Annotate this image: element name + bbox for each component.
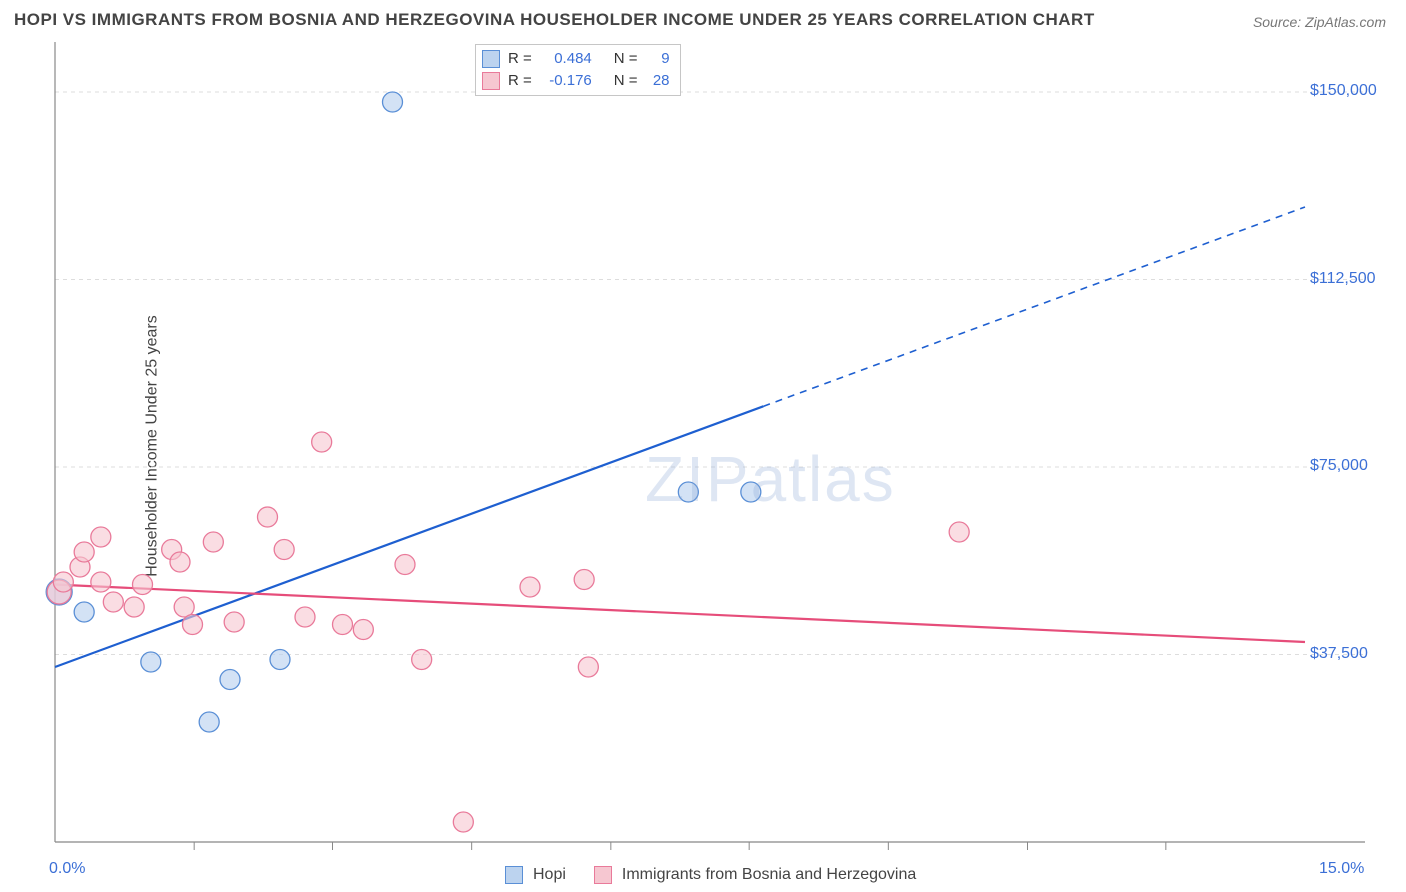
legend-n-label: N = (614, 48, 638, 70)
chart-title: HOPI VS IMMIGRANTS FROM BOSNIA AND HERZE… (14, 10, 1095, 30)
series-legend: Hopi Immigrants from Bosnia and Herzegovi… (505, 866, 934, 884)
series-label: Immigrants from Bosnia and Herzegovina (622, 866, 916, 884)
x-tick-label: 0.0% (49, 860, 85, 878)
series-label: Hopi (533, 866, 566, 884)
y-tick-label: $75,000 (1310, 457, 1368, 475)
legend-row: R = 0.484 N = 9 (482, 48, 670, 70)
y-tick-label: $112,500 (1310, 270, 1376, 288)
legend-swatch-icon (505, 866, 523, 884)
legend-n-label: N = (614, 70, 638, 92)
y-tick-label: $150,000 (1310, 82, 1377, 100)
legend-swatch-icon (482, 72, 500, 90)
x-tick-label: 15.0% (1319, 860, 1364, 878)
legend-swatch-icon (594, 866, 612, 884)
scatter-chart (55, 42, 1390, 884)
legend-r-label: R = (508, 70, 532, 92)
legend-swatch-icon (482, 50, 500, 68)
legend-r-label: R = (508, 48, 532, 70)
correlation-legend: R = 0.484 N = 9 R = -0.176 N = 28 (475, 44, 681, 96)
plot-area: ZIPatlas R = 0.484N = 9R = -0.176N = 28 … (55, 42, 1390, 842)
legend-r-value: 0.484 (540, 48, 592, 70)
source-label: Source: ZipAtlas.com (1253, 14, 1386, 30)
y-tick-label: $37,500 (1310, 645, 1368, 663)
legend-n-value: 9 (646, 48, 670, 70)
legend-r-value: -0.176 (540, 70, 592, 92)
legend-row: R = -0.176 N = 28 (482, 70, 670, 92)
legend-n-value: 28 (646, 70, 670, 92)
